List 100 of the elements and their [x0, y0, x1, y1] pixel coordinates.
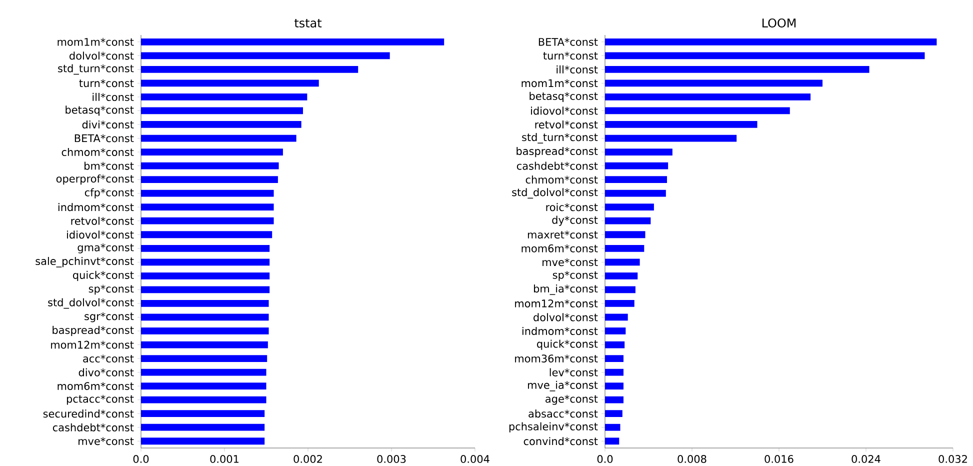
bar [141, 410, 265, 418]
bar [141, 231, 272, 238]
y-tick-label: quick*const [537, 340, 598, 350]
bar [605, 382, 624, 390]
bar [141, 52, 390, 60]
y-tick-label: convind*const [524, 437, 598, 446]
y-tick-label: pctacc*const [66, 394, 134, 405]
bar [605, 80, 823, 87]
y-tick-label: lev*const [550, 368, 598, 376]
y-tick-label: cashdebt*const [516, 162, 598, 170]
y-tick-label: baspread*const [52, 326, 134, 336]
y-tick-label: sgr*const [84, 312, 134, 322]
y-tick-label: sp*const [88, 284, 134, 295]
bar [605, 148, 672, 156]
bar [605, 438, 620, 445]
y-tick-label: pchsaleinv*const [509, 422, 598, 432]
bar [141, 341, 268, 348]
y-tick-label: BETA*const [74, 134, 134, 142]
bar [605, 134, 737, 142]
bar [141, 38, 444, 46]
bar [605, 231, 646, 238]
y-tick-label: std_dolvol*const [512, 188, 598, 199]
bar [605, 217, 651, 224]
bar [141, 438, 265, 445]
bar [605, 204, 654, 211]
y-tick-label: age*const [546, 394, 598, 405]
y-tick-label: sp*const [552, 270, 598, 281]
bar [605, 286, 636, 294]
bar [605, 107, 790, 114]
bar [605, 38, 937, 46]
y-tick-label: ill*const [92, 92, 134, 101]
bar [605, 244, 644, 252]
y-tick-label: mom6m*const [522, 244, 598, 252]
bar [141, 424, 265, 431]
bar [605, 272, 638, 280]
bar [605, 94, 811, 100]
bar [141, 176, 278, 183]
y-tick-label: chmom*const [526, 176, 598, 184]
bar [605, 121, 758, 128]
bar [141, 355, 268, 362]
y-tick-label: baspread*const [516, 146, 598, 158]
x-tick-label: 0.0 [597, 455, 613, 463]
bar [605, 258, 640, 266]
bar [141, 148, 283, 156]
y-tick-label: dolvol*const [70, 52, 134, 60]
bar [141, 272, 270, 280]
y-tick-label: dolvol*const [534, 313, 598, 322]
y-tick-label: ill*const [556, 65, 598, 74]
bar [141, 66, 358, 73]
y-tick-label: divo*const [78, 368, 134, 376]
y-tick-label: idiovol*const [531, 106, 598, 115]
y-tick-label: mve*const [78, 437, 134, 446]
bar [605, 190, 666, 197]
y-tick-label: bm_ia*const [534, 284, 598, 295]
bar [605, 410, 622, 418]
x-tick-label: 0.003 [377, 455, 406, 463]
y-tick-label: bm*const [84, 162, 134, 170]
bar [141, 80, 319, 87]
y-tick-label: mom12m*const [51, 340, 134, 349]
bar [141, 300, 269, 307]
y-tick-label: mom1m*const [522, 79, 598, 88]
y-tick-label: std_dolvol*const [48, 298, 134, 309]
y-tick-label: maxret*const [528, 230, 598, 239]
y-tick-label: turn*const [79, 79, 134, 88]
y-tick-label: dy*const [552, 216, 598, 226]
chart-title: LOOM [762, 18, 796, 28]
bar [141, 190, 274, 197]
bar [141, 328, 269, 334]
bar [141, 258, 270, 266]
y-tick-label: absacc*const [528, 410, 598, 418]
y-tick-label: gma*const [78, 243, 134, 254]
y-tick-label: mve_ia*const [528, 380, 598, 392]
y-tick-label: retvol*const [71, 216, 134, 225]
y-tick-label: divi*const [82, 120, 134, 129]
y-tick-label: chmom*const [62, 148, 134, 156]
y-tick-label: roic*const [546, 203, 598, 212]
y-tick-label: securedind*const [43, 410, 134, 418]
chart-title: tstat [294, 18, 322, 28]
bar [141, 162, 279, 170]
y-tick-label: quick*const [73, 270, 134, 281]
bar [605, 162, 668, 170]
y-tick-label: mom36m*const [515, 354, 598, 362]
y-tick-label: mve*const [542, 258, 598, 266]
x-tick-label: 0.032 [938, 455, 967, 463]
bar [605, 66, 870, 73]
bar [605, 355, 624, 362]
x-tick-label: 0.0 [133, 455, 149, 463]
bar [141, 286, 270, 294]
bar [605, 176, 667, 183]
y-tick-label: betasq*const [66, 106, 134, 116]
bar [141, 204, 274, 211]
bar [605, 300, 634, 307]
y-tick-label: BETA*const [538, 38, 598, 46]
bar [605, 52, 925, 60]
y-tick-label: acc*const [83, 354, 134, 362]
bar [141, 134, 296, 142]
x-tick-label: 0.016 [764, 455, 794, 463]
x-tick-label: 0.008 [678, 455, 706, 463]
y-tick-label: std_turn*const [522, 133, 598, 144]
bar [605, 314, 628, 321]
